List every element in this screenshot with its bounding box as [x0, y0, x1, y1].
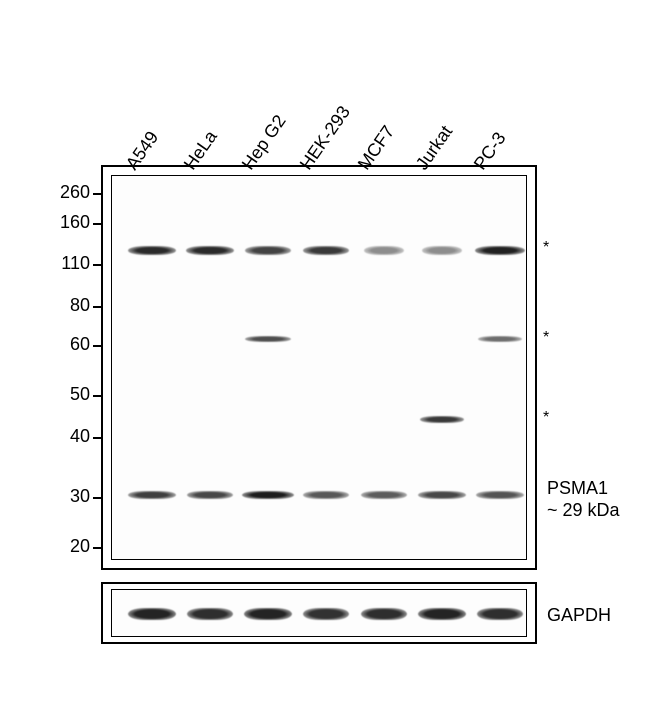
- mw-tick: [93, 264, 103, 266]
- nonspecific-asterisk: *: [543, 239, 549, 257]
- band-r130: [422, 246, 463, 255]
- band-r130: [364, 246, 405, 255]
- mw-tick: [93, 306, 103, 308]
- mw-tick: [93, 497, 103, 499]
- band-r45: [420, 416, 463, 423]
- mw-label: 60: [48, 334, 90, 355]
- mw-tick: [93, 345, 103, 347]
- main-membrane: [112, 176, 526, 559]
- band-gapdh: [128, 608, 176, 620]
- band-psma1: [303, 491, 349, 499]
- mw-tick: [93, 193, 103, 195]
- band-gapdh: [418, 608, 466, 620]
- band-gapdh: [303, 608, 349, 620]
- mw-label: 50: [48, 384, 90, 405]
- nonspecific-asterisk: *: [543, 409, 549, 427]
- band-r130: [186, 246, 234, 255]
- band-r65: [245, 336, 291, 342]
- mw-tick: [93, 223, 103, 225]
- band-psma1: [242, 491, 295, 499]
- band-gapdh: [244, 608, 292, 620]
- mw-label: 80: [48, 295, 90, 316]
- band-psma1: [476, 491, 524, 499]
- band-r130: [128, 246, 176, 255]
- band-psma1: [187, 491, 233, 499]
- band-gapdh: [187, 608, 233, 620]
- band-r130: [303, 246, 349, 255]
- band-gapdh: [477, 608, 523, 620]
- band-r130: [475, 246, 525, 255]
- mw-label: 30: [48, 486, 90, 507]
- mw-tick: [93, 395, 103, 397]
- band-r65: [478, 336, 521, 342]
- mw-label: 260: [48, 182, 90, 203]
- band-r130: [245, 246, 291, 255]
- mw-tick: [93, 547, 103, 549]
- mw-label: 20: [48, 536, 90, 557]
- lane-label: HEK-293: [296, 102, 355, 174]
- mw-tick: [93, 437, 103, 439]
- gapdh-blot-inner: [111, 589, 527, 637]
- band-psma1: [128, 491, 176, 499]
- main-blot-inner: [111, 175, 527, 560]
- target-kda-label: ~ 29 kDa: [547, 500, 620, 521]
- band-gapdh: [361, 608, 407, 620]
- mw-label: 160: [48, 212, 90, 233]
- nonspecific-asterisk: *: [543, 329, 549, 347]
- band-psma1: [361, 491, 407, 499]
- mw-label: 110: [48, 253, 90, 274]
- target-label: PSMA1: [547, 478, 608, 499]
- loading-control-label: GAPDH: [547, 605, 611, 626]
- mw-label: 40: [48, 426, 90, 447]
- band-psma1: [418, 491, 466, 499]
